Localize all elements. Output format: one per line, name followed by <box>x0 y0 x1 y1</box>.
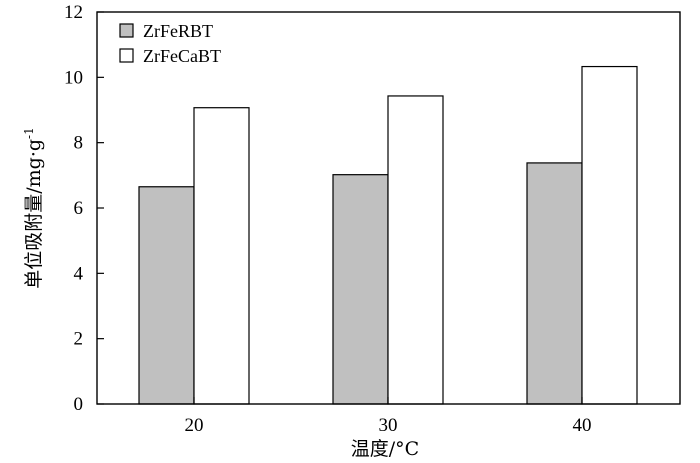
bar-zrferbt-30 <box>332 174 389 405</box>
y-tick-label-6: 6 <box>74 198 84 219</box>
legend-label-zrfecabt: ZrFeCaBT <box>143 46 221 66</box>
y-tick-label-4: 4 <box>74 263 84 284</box>
x-axis-ticks: 20 30 40 <box>185 397 592 436</box>
legend-swatch-zrferbt <box>119 23 134 38</box>
y-axis-title-main: 单位吸附量/mg·g <box>23 139 45 289</box>
y-tick-label-2: 2 <box>74 329 84 350</box>
x-tick-label-40: 40 <box>573 415 592 436</box>
bar-zrferbt-20 <box>138 186 195 405</box>
legend: ZrFeRBT ZrFeCaBT <box>119 21 221 66</box>
bars-group <box>138 65 638 405</box>
y-tick-label-12: 12 <box>64 2 83 23</box>
y-axis-title: 单位吸附量/mg·g-1 <box>22 127 45 289</box>
y-tick-label-8: 8 <box>74 133 84 154</box>
x-tick-label-20: 20 <box>185 415 204 436</box>
bar-zrferbt-40 <box>526 162 583 405</box>
y-axis-title-superscript: -1 <box>22 127 36 139</box>
y-tick-label-0: 0 <box>74 394 84 415</box>
y-axis-ticks: 0 2 4 6 8 10 12 <box>64 2 104 415</box>
legend-label-zrferbt: ZrFeRBT <box>143 21 213 41</box>
bar-zrfecabt-20 <box>193 107 250 405</box>
y-tick-label-10: 10 <box>64 67 83 88</box>
bar-zrfecabt-30 <box>387 95 444 405</box>
bar-zrfecabt-40 <box>581 65 638 405</box>
legend-swatch-zrfecabt <box>119 48 134 63</box>
x-axis-title: 温度/°C <box>351 438 419 460</box>
x-tick-label-30: 30 <box>379 415 398 436</box>
y-axis-title-group: 单位吸附量/mg·g-1 <box>22 127 45 289</box>
